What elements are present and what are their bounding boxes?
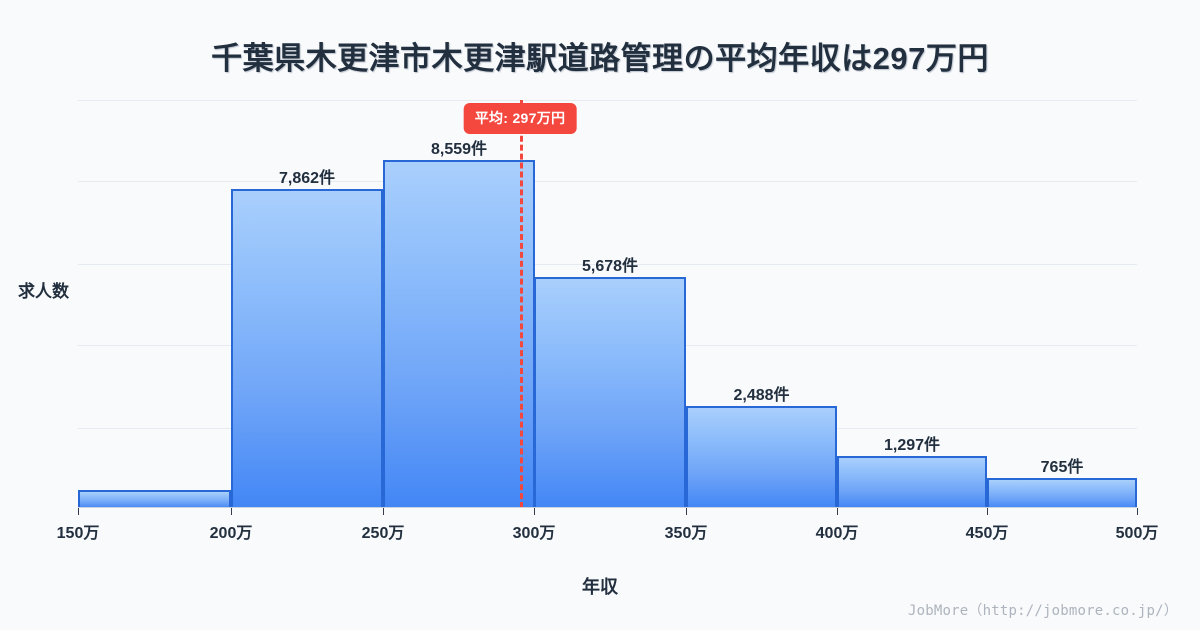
gridline bbox=[78, 100, 1137, 101]
x-axis-tick-mark bbox=[534, 508, 535, 515]
histogram-bar[interactable] bbox=[987, 478, 1137, 508]
bar-value-label: 7,862件 bbox=[278, 170, 336, 187]
x-axis-tick-mark bbox=[383, 508, 384, 515]
average-badge: 平均: 297万円 bbox=[463, 103, 577, 134]
x-axis-tick-label: 300万 bbox=[512, 525, 556, 542]
x-axis-tick-label: 500万 bbox=[1115, 525, 1159, 542]
watermark-credit: JobMore（http://jobmore.co.jp/） bbox=[907, 603, 1178, 619]
x-axis-tick-label: 200万 bbox=[209, 525, 253, 542]
x-axis-tick-mark bbox=[987, 508, 988, 515]
histogram-bar[interactable] bbox=[78, 490, 231, 508]
x-axis-baseline bbox=[78, 507, 1137, 508]
x-axis-tick-mark bbox=[1137, 508, 1138, 515]
average-dashed-line bbox=[520, 100, 523, 508]
histogram-bar[interactable] bbox=[231, 189, 383, 508]
gridline bbox=[78, 264, 1137, 265]
y-axis-title: 求人数 bbox=[18, 282, 69, 301]
plot-area: 平均: 297万円 bbox=[78, 100, 1137, 508]
x-axis-tick-label: 450万 bbox=[965, 525, 1009, 542]
bar-value-label: 5,678件 bbox=[581, 258, 639, 275]
bar-value-label: 2,488件 bbox=[733, 387, 790, 404]
x-axis-tick-label: 350万 bbox=[664, 525, 708, 542]
x-axis-tick-mark bbox=[231, 508, 232, 515]
histogram-bar[interactable] bbox=[534, 277, 686, 508]
bar-value-label: 8,559件 bbox=[430, 141, 488, 158]
bar-value-label: 765件 bbox=[1040, 459, 1084, 476]
x-axis-tick-mark bbox=[686, 508, 687, 515]
gridline bbox=[78, 181, 1137, 182]
x-axis-tick-mark bbox=[837, 508, 838, 515]
x-axis-tick-label: 150万 bbox=[56, 525, 100, 542]
histogram-bar[interactable] bbox=[686, 406, 837, 508]
histogram-bar[interactable] bbox=[837, 456, 987, 508]
x-axis-tick-mark bbox=[78, 508, 79, 515]
bar-value-label: 1,297件 bbox=[883, 437, 941, 454]
histogram-bar[interactable] bbox=[383, 160, 535, 508]
chart-title: 千葉県木更津市木更津駅道路管理の平均年収は297万円 bbox=[211, 41, 989, 76]
x-axis-tick-label: 250万 bbox=[361, 525, 405, 542]
x-axis-title: 年収 bbox=[582, 577, 618, 597]
x-axis-tick-label: 400万 bbox=[815, 525, 859, 542]
